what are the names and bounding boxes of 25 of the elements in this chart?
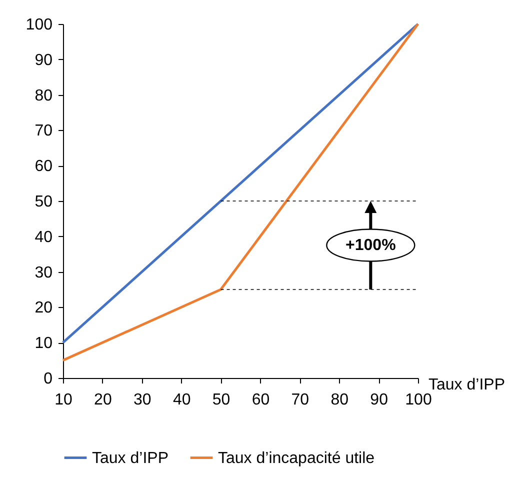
- legend-label: Taux d’IPP: [92, 450, 168, 467]
- x-tick-label: 50: [212, 392, 230, 408]
- x-tick-label: 90: [370, 392, 388, 408]
- y-tick-label: 90: [34, 52, 53, 69]
- y-tick-label: 100: [26, 16, 53, 34]
- x-axis-title: Taux d’IPP: [428, 376, 505, 394]
- y-tick-label: 10: [34, 335, 53, 352]
- y-tick-label: 80: [34, 87, 53, 104]
- annotation: +100%: [346, 236, 396, 254]
- x-tick-label: 30: [133, 392, 152, 408]
- x-tick-label: 70: [291, 392, 310, 408]
- x-tick-label: 40: [172, 392, 191, 408]
- y-tick-label: 70: [34, 122, 53, 140]
- y-tick-label: 30: [34, 264, 53, 282]
- x-tick-label: 10: [54, 392, 72, 408]
- x-tick-label: 20: [94, 392, 112, 408]
- x-tick-label: 60: [252, 392, 270, 408]
- x-tick-label: 100: [405, 392, 432, 408]
- legend-label: Taux d’incapacité utile: [218, 450, 375, 467]
- y-tick-label: 40: [34, 228, 53, 246]
- y-tick-label: 50: [34, 194, 53, 210]
- y-tick-label: 0: [44, 370, 53, 388]
- y-tick-label: 20: [34, 300, 53, 317]
- x-tick-label: 80: [330, 392, 349, 408]
- y-tick-label: 60: [34, 158, 53, 176]
